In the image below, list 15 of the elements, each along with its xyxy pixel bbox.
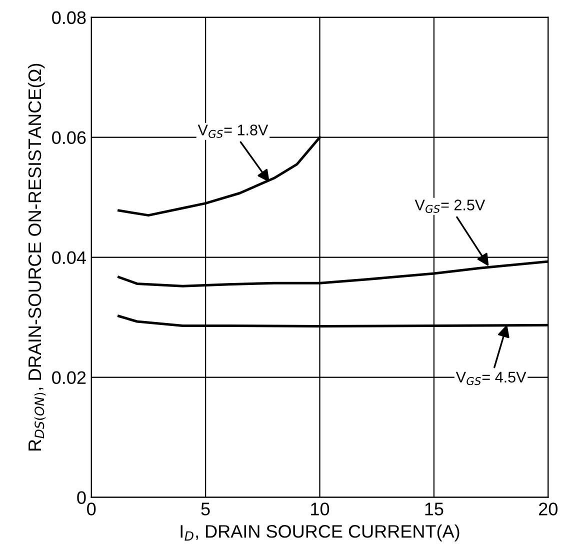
y-tick-label: 0.08 [52,11,86,24]
x-tick-label: 15 [425,502,444,516]
x-tick-label: 5 [201,502,210,516]
x-tick-label: 20 [539,502,558,516]
x-axis-title: I$_{D}$, DRAIN SOURCE CURRENT(A) [180,524,460,542]
annotation: V$_{GS}$= 2.5V [414,200,486,213]
x-tick-label: 0 [87,502,96,516]
y-tick-label: 0 [77,491,86,504]
y-tick-label: 0.02 [52,371,86,384]
annotation: V$_{GS}$= 1.8V [198,124,268,138]
y-axis-title: R$_{DS(ON)}$, DRAIN-SOURCE ON-RESISTANCE(Ω) [28,64,46,450]
annotation: V$_{GS}$= 4.5V [456,372,526,386]
y-tick-label: 0.06 [52,131,86,144]
y-tick-label: 0.04 [52,251,86,264]
x-tick-label: 10 [311,502,330,516]
